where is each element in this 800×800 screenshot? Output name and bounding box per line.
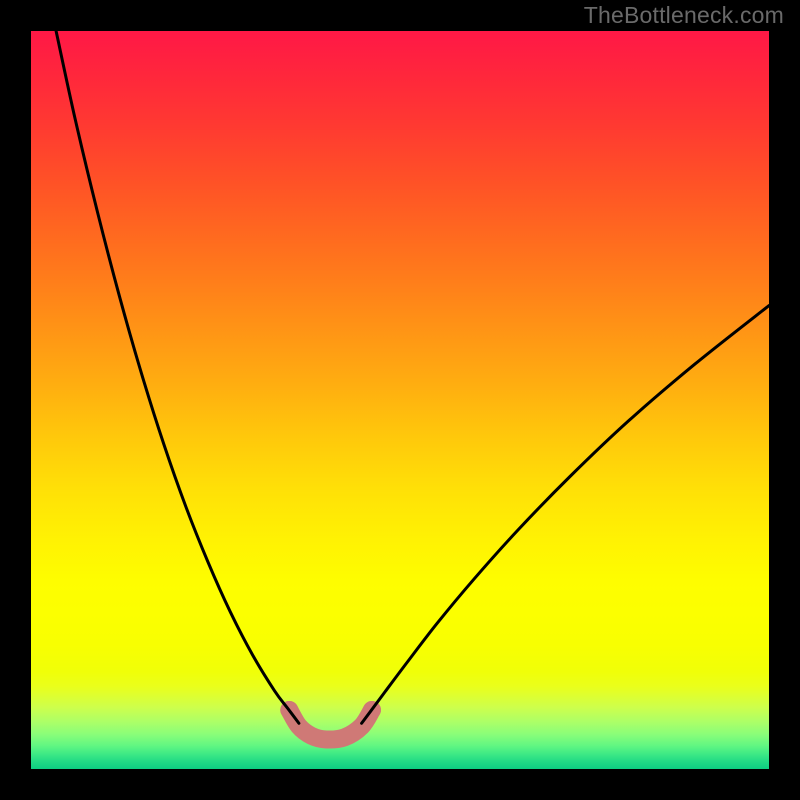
plot-area xyxy=(31,31,769,769)
outer-frame: TheBottleneck.com xyxy=(0,0,800,800)
watermark-text: TheBottleneck.com xyxy=(584,2,784,29)
gradient-background xyxy=(31,31,769,769)
chart-svg xyxy=(31,31,769,769)
